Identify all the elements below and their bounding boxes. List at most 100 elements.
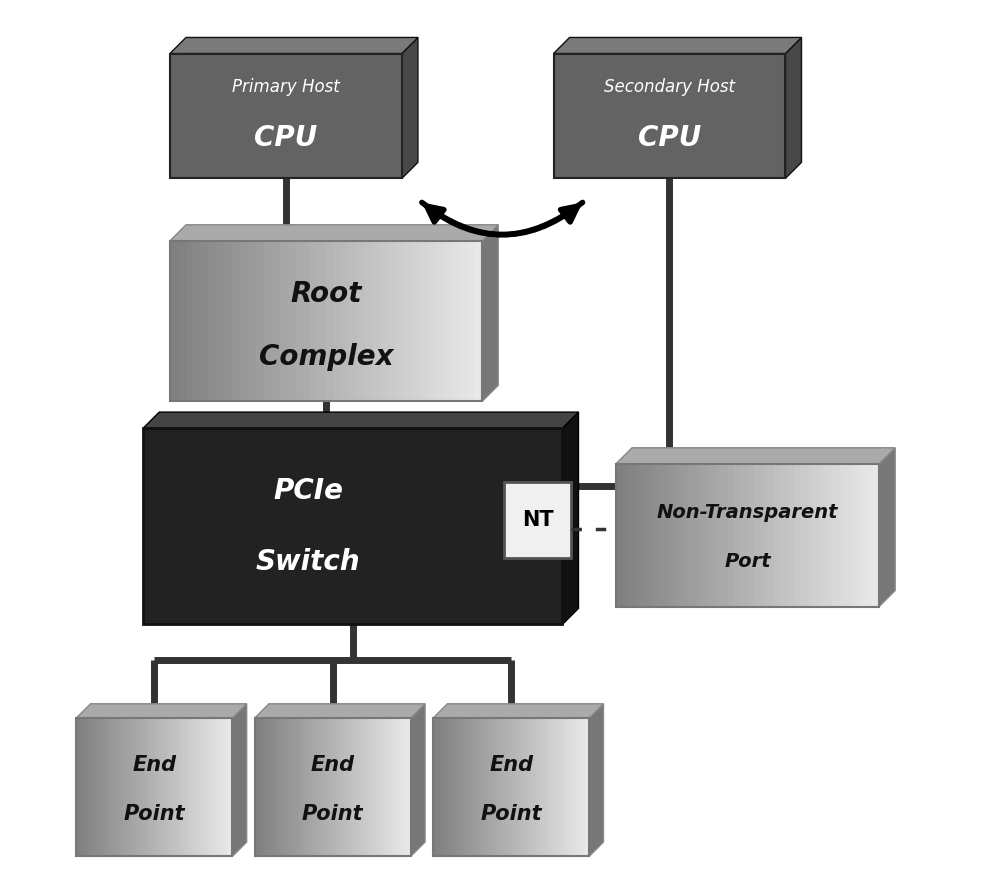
- Polygon shape: [391, 718, 395, 856]
- Polygon shape: [209, 241, 217, 401]
- Polygon shape: [274, 718, 278, 856]
- Polygon shape: [515, 718, 519, 856]
- Polygon shape: [88, 718, 92, 856]
- Polygon shape: [131, 718, 135, 856]
- Polygon shape: [317, 718, 321, 856]
- Polygon shape: [761, 464, 767, 607]
- FancyArrowPatch shape: [427, 202, 583, 235]
- Polygon shape: [443, 241, 451, 401]
- Polygon shape: [577, 718, 581, 856]
- Polygon shape: [511, 718, 515, 856]
- Polygon shape: [256, 241, 264, 401]
- Text: Secondary Host: Secondary Host: [604, 78, 735, 96]
- Polygon shape: [232, 704, 247, 856]
- Polygon shape: [333, 718, 337, 856]
- Polygon shape: [636, 464, 642, 607]
- Polygon shape: [115, 718, 119, 856]
- Polygon shape: [840, 464, 846, 607]
- Polygon shape: [357, 241, 365, 401]
- Polygon shape: [721, 464, 728, 607]
- Polygon shape: [767, 464, 774, 607]
- Polygon shape: [546, 718, 550, 856]
- Text: CPU: CPU: [254, 124, 318, 153]
- Polygon shape: [170, 225, 498, 241]
- Text: Complex: Complex: [259, 343, 393, 371]
- Polygon shape: [178, 241, 186, 401]
- Polygon shape: [754, 464, 761, 607]
- Polygon shape: [213, 718, 217, 856]
- Polygon shape: [523, 718, 527, 856]
- Polygon shape: [787, 464, 794, 607]
- Polygon shape: [228, 718, 232, 856]
- Polygon shape: [349, 241, 357, 401]
- Polygon shape: [108, 718, 111, 856]
- Polygon shape: [158, 718, 162, 856]
- Polygon shape: [807, 464, 813, 607]
- Polygon shape: [741, 464, 748, 607]
- Polygon shape: [404, 241, 412, 401]
- Text: End: End: [311, 755, 355, 775]
- Polygon shape: [197, 718, 201, 856]
- Polygon shape: [92, 718, 96, 856]
- Text: Root: Root: [290, 280, 362, 309]
- Polygon shape: [150, 718, 154, 856]
- Polygon shape: [217, 241, 225, 401]
- Polygon shape: [388, 241, 396, 401]
- Polygon shape: [437, 718, 441, 856]
- Polygon shape: [562, 718, 566, 856]
- Polygon shape: [383, 718, 387, 856]
- Text: CPU: CPU: [638, 124, 701, 153]
- Polygon shape: [467, 241, 474, 401]
- Polygon shape: [305, 718, 309, 856]
- Polygon shape: [527, 718, 531, 856]
- Polygon shape: [325, 718, 329, 856]
- Polygon shape: [286, 718, 290, 856]
- Polygon shape: [264, 241, 271, 401]
- Polygon shape: [774, 464, 780, 607]
- Polygon shape: [143, 718, 147, 856]
- Polygon shape: [433, 718, 437, 856]
- Text: Point: Point: [480, 804, 542, 824]
- Polygon shape: [820, 464, 826, 607]
- Polygon shape: [554, 54, 785, 178]
- Polygon shape: [484, 718, 488, 856]
- Polygon shape: [282, 718, 286, 856]
- Polygon shape: [531, 718, 535, 856]
- Polygon shape: [76, 718, 80, 856]
- Polygon shape: [334, 241, 342, 401]
- Polygon shape: [503, 718, 507, 856]
- Polygon shape: [356, 718, 360, 856]
- Polygon shape: [147, 718, 150, 856]
- Polygon shape: [201, 241, 209, 401]
- Polygon shape: [623, 464, 629, 607]
- Polygon shape: [302, 718, 305, 856]
- Polygon shape: [342, 241, 349, 401]
- Polygon shape: [313, 718, 317, 856]
- Text: End: End: [489, 755, 533, 775]
- Polygon shape: [303, 241, 310, 401]
- Polygon shape: [570, 718, 574, 856]
- Polygon shape: [457, 718, 460, 856]
- Polygon shape: [221, 718, 225, 856]
- Polygon shape: [123, 718, 127, 856]
- Polygon shape: [468, 718, 472, 856]
- Polygon shape: [785, 37, 801, 178]
- Polygon shape: [554, 37, 801, 54]
- Polygon shape: [372, 718, 376, 856]
- Polygon shape: [734, 464, 741, 607]
- Polygon shape: [562, 412, 578, 624]
- Polygon shape: [708, 464, 715, 607]
- Polygon shape: [688, 464, 695, 607]
- Polygon shape: [309, 718, 313, 856]
- Polygon shape: [507, 718, 511, 856]
- Text: Point: Point: [302, 804, 364, 824]
- Text: Primary Host: Primary Host: [232, 78, 340, 96]
- Polygon shape: [589, 704, 603, 856]
- Polygon shape: [189, 718, 193, 856]
- Polygon shape: [459, 241, 467, 401]
- Polygon shape: [616, 464, 623, 607]
- Text: End: End: [132, 755, 176, 775]
- Polygon shape: [833, 464, 840, 607]
- Polygon shape: [259, 718, 263, 856]
- Polygon shape: [255, 718, 259, 856]
